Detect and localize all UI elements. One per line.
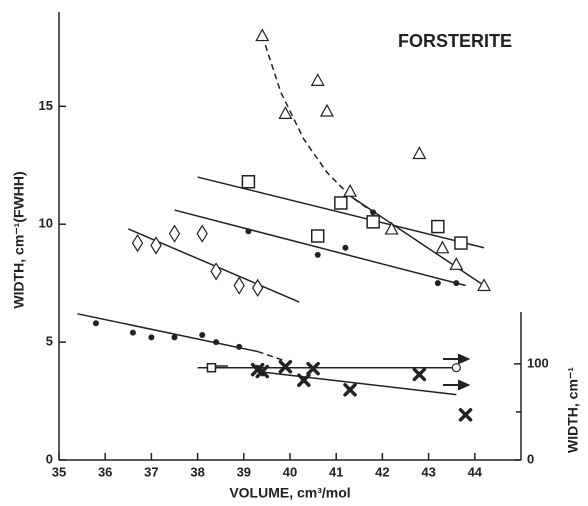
- marker: [168, 224, 181, 243]
- marker: [306, 361, 320, 376]
- marker: [251, 278, 264, 298]
- marker: [458, 408, 473, 422]
- marker: [343, 183, 358, 197]
- fit-line: [174, 209, 466, 287]
- marker: [278, 359, 293, 374]
- marker: [412, 367, 427, 382]
- x-tick-label: 39: [237, 464, 251, 479]
- x-tick-label: 35: [52, 464, 66, 479]
- marker: [412, 146, 427, 160]
- fit-line: [257, 370, 457, 396]
- marker: [342, 244, 349, 251]
- marker: [210, 262, 222, 281]
- x-tick-label: 41: [329, 464, 343, 479]
- marker: [129, 329, 136, 336]
- marker: [454, 236, 468, 250]
- x-tick-label: 37: [144, 464, 158, 479]
- x-tick-label: 40: [283, 464, 297, 479]
- series: [256, 29, 485, 291]
- marker: [206, 362, 217, 373]
- y2-tick-label: 100: [527, 355, 549, 370]
- marker: [310, 229, 325, 243]
- y-tick-label: 5: [46, 334, 53, 349]
- marker: [233, 276, 245, 295]
- x-tick-label: 42: [375, 464, 389, 479]
- x-tick-label: 36: [98, 464, 112, 479]
- y-tick-label: 15: [39, 98, 53, 113]
- marker: [213, 339, 220, 346]
- x-axis-label: VOLUME, cm³/mol: [229, 485, 350, 501]
- marker: [384, 221, 399, 235]
- marker: [236, 343, 243, 350]
- marker: [334, 196, 348, 210]
- marker: [431, 219, 445, 234]
- marker: [199, 332, 206, 339]
- y2-tick-label: 0: [527, 451, 534, 466]
- arrows: [212, 353, 471, 391]
- chart-annotation: FORSTERITE: [398, 31, 512, 51]
- marker: [477, 278, 492, 292]
- marker: [366, 215, 380, 229]
- marker: [435, 240, 450, 254]
- y-tick-label: 0: [46, 451, 53, 466]
- fit-line: [257, 350, 286, 362]
- fit-line: [197, 176, 485, 249]
- marker: [453, 280, 460, 287]
- marker: [343, 383, 357, 397]
- marker: [370, 209, 377, 216]
- marker: [434, 280, 441, 287]
- x-tick-label: 44: [468, 464, 483, 479]
- y2-axis-label: WIDTH, cm⁻¹: [565, 367, 581, 453]
- marker: [171, 334, 178, 341]
- marker: [278, 106, 293, 119]
- x-tick-label: 43: [421, 464, 435, 479]
- marker: [131, 233, 144, 253]
- x-tick-label: 38: [190, 464, 204, 479]
- marker: [449, 257, 464, 270]
- marker: [310, 73, 325, 86]
- y-tick-label: 10: [39, 216, 53, 231]
- marker: [148, 334, 155, 341]
- marker: [150, 236, 162, 255]
- marker: [255, 28, 270, 42]
- marker: [255, 364, 270, 379]
- marker: [319, 103, 334, 117]
- marker: [196, 224, 208, 243]
- y-axis-label: WIDTH, cm⁻¹(FWHH): [11, 171, 27, 308]
- marker: [92, 320, 99, 327]
- marker: [245, 228, 252, 235]
- marker: [241, 175, 256, 189]
- marker: [297, 373, 311, 387]
- fit-line: [261, 35, 374, 214]
- marker: [451, 363, 461, 373]
- marker: [314, 251, 321, 258]
- fit-line: [77, 313, 258, 353]
